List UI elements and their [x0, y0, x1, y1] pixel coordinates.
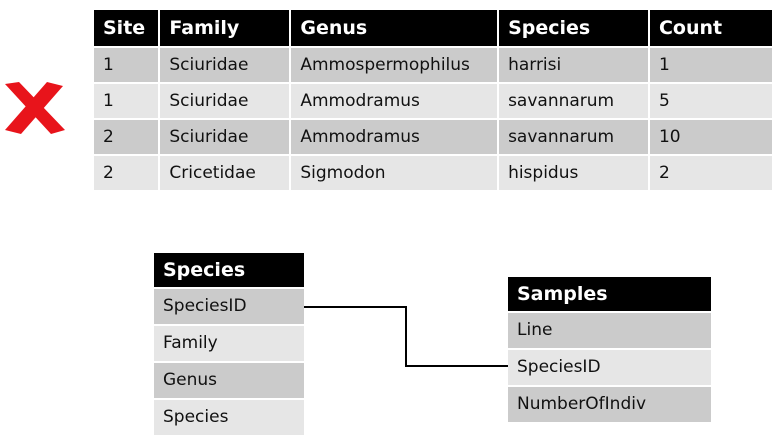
cell-species: savannarum [498, 118, 650, 155]
samples-field-speciesid: SpeciesID [508, 348, 711, 385]
samples-field-line: Line [508, 311, 711, 348]
cell-count: 1 [648, 46, 772, 83]
species-entity-table: Species SpeciesID Family Genus Species [154, 253, 304, 435]
cell-count: 2 [648, 154, 772, 190]
denormalized-data-table: Site Family Genus Species Count 1 Sciuri… [94, 10, 772, 190]
cell-site: 2 [94, 154, 161, 190]
table-row: 1 Sciuridae Ammospermophilus harrisi 1 [94, 46, 772, 83]
cell-family: Sciuridae [159, 82, 292, 119]
samples-entity-table: Samples Line SpeciesID NumberOfIndiv [508, 277, 711, 422]
cell-count: 5 [648, 82, 772, 119]
species-field-family: Family [154, 324, 304, 361]
cell-genus: Sigmodon [290, 154, 500, 190]
x-icon [5, 82, 65, 134]
table-row: 2 Sciuridae Ammodramus savannarum 10 [94, 118, 772, 155]
samples-table-title: Samples [508, 277, 711, 311]
header-genus: Genus [290, 10, 500, 47]
cell-site: 1 [94, 46, 161, 83]
species-field-species: Species [154, 398, 304, 435]
cell-site: 1 [94, 82, 161, 119]
cell-genus: Ammodramus [290, 118, 500, 155]
cell-genus: Ammospermophilus [290, 46, 500, 83]
cell-genus: Ammodramus [290, 82, 500, 119]
table-row: 1 Sciuridae Ammodramus savannarum 5 [94, 82, 772, 119]
header-site: Site [94, 10, 161, 47]
species-table-title: Species [154, 253, 304, 287]
x-icon-stroke-b [5, 82, 63, 134]
cell-species: hispidus [498, 154, 650, 190]
table-header-row: Site Family Genus Species Count [94, 10, 772, 47]
cell-count: 10 [648, 118, 772, 155]
cell-species: savannarum [498, 82, 650, 119]
header-species: Species [498, 10, 650, 47]
cell-family: Sciuridae [159, 46, 292, 83]
cell-family: Sciuridae [159, 118, 292, 155]
table-row: 2 Cricetidae Sigmodon hispidus 2 [94, 154, 772, 190]
header-count: Count [648, 10, 772, 47]
samples-field-numberofindiv: NumberOfIndiv [508, 385, 711, 422]
cell-site: 2 [94, 118, 161, 155]
header-family: Family [159, 10, 292, 47]
species-samples-link-line [304, 306, 508, 367]
cell-species: harrisi [498, 46, 650, 83]
species-field-speciesid: SpeciesID [154, 287, 304, 324]
cell-family: Cricetidae [159, 154, 292, 190]
species-field-genus: Genus [154, 361, 304, 398]
